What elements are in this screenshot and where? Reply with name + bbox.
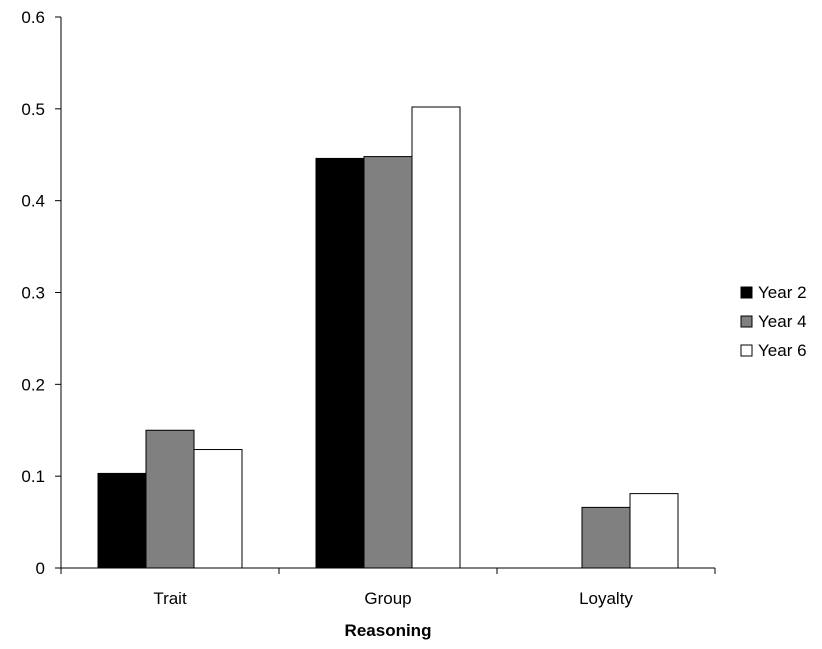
legend-label: Year 6 [758,341,807,360]
x-category-label: Group [364,589,411,608]
y-tick-label: 0.4 [21,192,45,211]
bar-year-6-trait [193,449,243,569]
bar-year-4-loyalty [581,506,631,569]
y-tick-label: 0.3 [21,284,45,303]
x-category-label: Loyalty [579,589,633,608]
x-axis-title: Reasoning [345,621,432,640]
legend-swatch [740,315,753,328]
y-tick-label: 0.1 [21,467,45,486]
bar-year-2-group [315,157,365,569]
y-axis-ticks: 0 0.1 0.2 0.3 0.4 0.5 0.6 [21,8,61,578]
x-category-label: Trait [153,589,187,608]
y-tick-label: 0.6 [21,8,45,27]
bar-year-6-loyalty [629,493,679,569]
bar-year-4-group [363,156,413,569]
legend-label: Year 2 [758,283,807,302]
legend-swatch [740,286,753,299]
y-tick-label: 0 [36,559,45,578]
y-tick-label: 0.5 [21,100,45,119]
legend: Year 2 Year 4 Year 6 [740,283,807,360]
legend-label: Year 4 [758,312,807,331]
axes [60,17,716,574]
x-axis-category-labels: Trait Group Loyalty [153,589,633,608]
bar-year-6-group [411,106,461,569]
legend-swatch [740,344,753,357]
bar-year-4-trait [145,429,195,569]
bars [97,106,679,569]
y-tick-label: 0.2 [21,375,45,394]
bar-year-2-trait [97,472,147,569]
